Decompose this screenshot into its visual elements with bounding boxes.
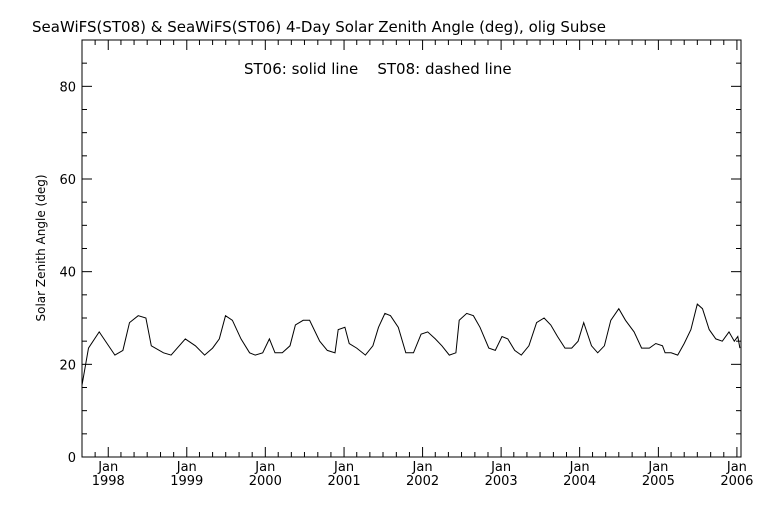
y-tick-label: 40 xyxy=(59,266,76,281)
y-tick-label: 80 xyxy=(59,80,76,95)
x-tick-year-label: 2003 xyxy=(485,474,518,489)
x-tick-month-label: Jan xyxy=(412,460,433,475)
plot-frame xyxy=(81,39,742,458)
y-tick-label: 20 xyxy=(59,358,76,373)
chart-title: SeaWiFS(ST08) & SeaWiFS(ST06) 4-Day Sola… xyxy=(32,18,606,36)
axis-tick-labels: 020406080Jan1998Jan1999Jan2000Jan2001Jan… xyxy=(59,80,753,489)
x-tick-month-label: Jan xyxy=(254,460,275,475)
x-tick-year-label: 2001 xyxy=(328,474,361,489)
axis-ticks xyxy=(81,39,741,458)
x-tick-month-label: Jan xyxy=(176,460,197,475)
line-style-annotation: ST06: solid line ST08: dashed line xyxy=(244,60,512,78)
y-axis-label: Solar Zenith Angle (deg) xyxy=(34,174,48,321)
x-tick-year-label: 2005 xyxy=(642,474,675,489)
series-line-st06 xyxy=(81,303,741,386)
x-tick-month-label: Jan xyxy=(333,460,354,475)
x-tick-month-label: Jan xyxy=(726,460,747,475)
x-tick-year-label: 2004 xyxy=(563,474,596,489)
y-tick-label: 60 xyxy=(59,173,76,188)
series-lines xyxy=(81,303,741,386)
x-tick-month-label: Jan xyxy=(490,460,511,475)
x-tick-year-label: 1998 xyxy=(92,474,125,489)
x-tick-year-label: 2000 xyxy=(249,474,282,489)
y-tick-label: 0 xyxy=(68,451,76,466)
x-tick-year-label: 2006 xyxy=(720,474,753,489)
x-tick-month-label: Jan xyxy=(647,460,668,475)
x-tick-month-label: Jan xyxy=(569,460,590,475)
x-tick-year-label: 1999 xyxy=(170,474,203,489)
x-tick-month-label: Jan xyxy=(97,460,118,475)
x-tick-year-label: 2002 xyxy=(406,474,439,489)
